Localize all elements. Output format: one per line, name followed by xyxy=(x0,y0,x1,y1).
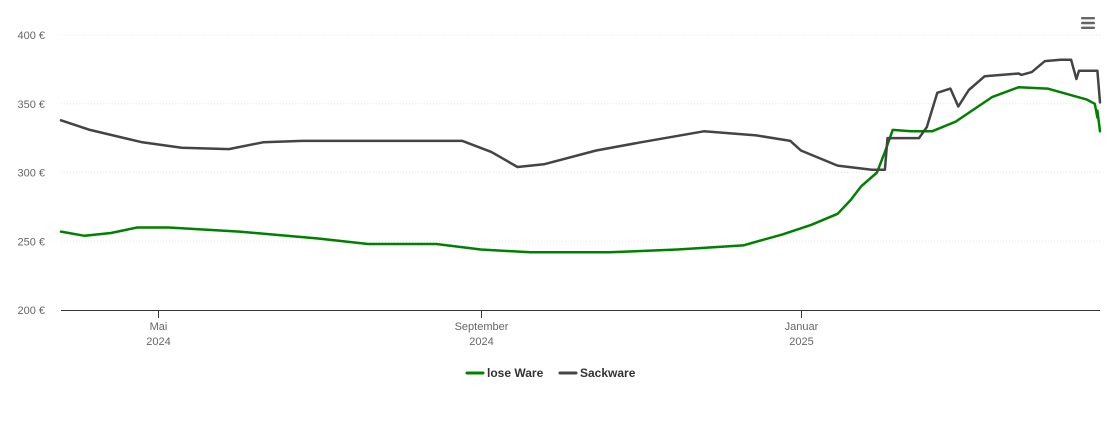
series-line-sackware xyxy=(59,58,1102,172)
hamburger-menu-button[interactable] xyxy=(1074,10,1100,36)
grid-lines xyxy=(61,34,1100,242)
y-tick-label: 400 € xyxy=(17,30,45,42)
x-tick-label-month: September xyxy=(455,321,509,333)
x-axis-ticks: Mai 2024 September 2024 Januar 2025 xyxy=(146,310,819,348)
legend[interactable]: lose Ware Sackware xyxy=(465,366,636,380)
legend-label: lose Ware xyxy=(487,366,544,380)
series-lines xyxy=(59,58,1102,254)
y-axis-ticks: 200 € 250 € 300 € 350 € 400 € xyxy=(17,30,45,317)
x-tick-label-year: 2024 xyxy=(469,336,493,348)
x-tick-label-year: 2024 xyxy=(146,336,170,348)
series-line-lose-ware xyxy=(59,85,1102,254)
y-tick-label: 300 € xyxy=(17,168,45,180)
legend-item-sackware[interactable]: Sackware xyxy=(558,366,636,380)
x-tick-label-month: Mai xyxy=(150,321,168,333)
y-tick-label: 250 € xyxy=(17,236,45,248)
legend-item-lose-ware[interactable]: lose Ware xyxy=(465,366,544,380)
y-tick-label: 200 € xyxy=(17,305,45,317)
hamburger-menu-icon xyxy=(1081,17,1095,29)
y-tick-label: 350 € xyxy=(17,99,45,111)
legend-label: Sackware xyxy=(580,366,636,380)
x-tick-label-year: 2025 xyxy=(789,336,813,348)
x-tick-label-month: Januar xyxy=(785,321,819,333)
